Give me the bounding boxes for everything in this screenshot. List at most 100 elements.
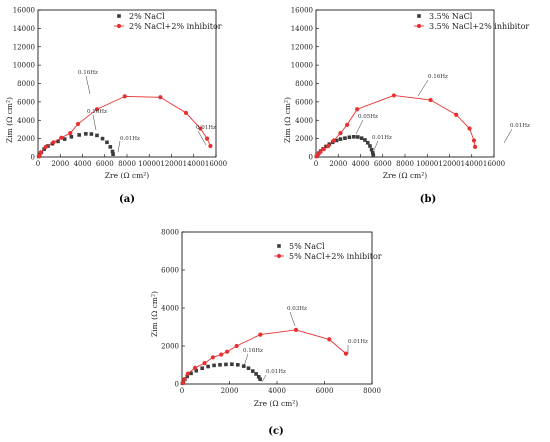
data-point xyxy=(200,366,204,371)
x-tick-label: 12000 xyxy=(438,160,460,168)
series-nacl-inhibitor xyxy=(36,94,213,159)
data-point xyxy=(198,126,203,131)
data-point xyxy=(180,380,185,386)
series-line xyxy=(182,329,347,384)
y-tick-label: 4000 xyxy=(17,117,35,125)
data-point xyxy=(363,138,367,142)
data-point xyxy=(38,150,43,155)
annotation-label: 0.01Hz xyxy=(120,136,140,142)
legend-entry: 3.5% NaCl+2% inhibitor xyxy=(429,22,529,31)
y-tick-label: 12000 xyxy=(291,43,313,51)
series-nacl-inhibitor xyxy=(180,327,348,386)
data-point xyxy=(236,363,240,367)
x-tick-label: 16000 xyxy=(483,160,505,168)
data-point xyxy=(56,139,60,144)
legend-marker xyxy=(277,244,281,248)
data-point xyxy=(327,337,332,342)
series-nacl xyxy=(180,362,262,386)
x-tick-label: 2000 xyxy=(221,387,239,395)
data-point xyxy=(355,107,360,112)
data-point xyxy=(77,133,81,137)
data-point xyxy=(68,131,73,136)
data-point xyxy=(258,332,263,337)
data-point xyxy=(256,374,261,379)
data-point xyxy=(352,134,356,139)
data-point xyxy=(94,107,100,112)
data-point xyxy=(51,140,56,145)
chart-panel-3: 0 2000 4000 6000 8000 0 2000 4000 6000 8000 Zre (Ω… xyxy=(150,229,382,438)
data-point xyxy=(192,365,198,370)
x-tick-label: 0 xyxy=(180,387,184,395)
annotation-label: 0.01Hz xyxy=(196,125,216,131)
legend-entry: 3.5% NaCl xyxy=(429,12,473,21)
data-point xyxy=(206,364,210,369)
annotation-label: 0.01Hz xyxy=(510,123,530,129)
x-tick-label: 2000 xyxy=(51,160,69,168)
data-point xyxy=(472,144,478,149)
data-point xyxy=(334,138,339,143)
data-point xyxy=(111,152,115,157)
x-tick-label: 6000 xyxy=(316,387,334,395)
data-point xyxy=(218,363,222,367)
annotation-leader xyxy=(417,79,429,97)
legend-entry: 2% NaCl+2% inhibitor xyxy=(129,22,222,31)
y-tick-label: 4000 xyxy=(161,305,179,313)
data-point xyxy=(355,135,360,139)
x-tick-label: 6000 xyxy=(374,160,392,168)
data-point xyxy=(194,368,199,373)
data-point xyxy=(369,147,374,152)
data-point xyxy=(189,371,193,376)
x-tick-label: 8000 xyxy=(396,160,414,168)
data-point xyxy=(343,136,347,140)
data-point xyxy=(210,355,215,360)
annotation-label: 0.01Hz xyxy=(372,135,392,141)
data-point xyxy=(293,327,299,332)
data-point xyxy=(122,94,127,99)
y-tick-label: 8000 xyxy=(17,80,35,88)
y-tick-label: 12000 xyxy=(13,43,35,51)
data-point xyxy=(84,132,88,136)
annotation-leader xyxy=(197,130,207,146)
data-point xyxy=(428,97,433,103)
data-point xyxy=(108,145,113,149)
legend-marker xyxy=(417,14,421,18)
y-tick-label: 6000 xyxy=(161,267,179,275)
y-tick-label: 10000 xyxy=(291,62,313,70)
data-point xyxy=(202,361,207,366)
x-tick-label: 2000 xyxy=(329,160,347,168)
data-point xyxy=(471,138,477,143)
y-tick-label: 14000 xyxy=(291,25,313,33)
data-point xyxy=(69,134,74,139)
x-tick-label: 12000 xyxy=(160,160,182,168)
annotation-label: 0.01Hz xyxy=(266,369,286,375)
data-point xyxy=(338,137,343,141)
data-point xyxy=(43,144,48,149)
annotation-leader xyxy=(355,119,364,135)
annotation-leader xyxy=(261,374,267,383)
data-point xyxy=(318,149,323,155)
data-point xyxy=(454,112,459,117)
y-tick-label: 14000 xyxy=(13,25,35,33)
data-point xyxy=(75,121,81,127)
data-point xyxy=(185,371,191,376)
annotation-label: 0.16Hz xyxy=(78,70,98,76)
data-point xyxy=(338,131,343,136)
data-point xyxy=(110,149,115,154)
data-point xyxy=(234,343,239,349)
data-point xyxy=(185,374,190,379)
series-nacl xyxy=(314,134,376,159)
annotation-label: 0.16Hz xyxy=(243,348,263,354)
series-nacl-inhibitor xyxy=(314,93,478,159)
annotation-label: 0.05Hz xyxy=(358,114,378,120)
annotation-leader xyxy=(243,353,249,367)
y-tick-label: 2000 xyxy=(17,135,35,143)
annotation-leader xyxy=(85,75,91,95)
data-point xyxy=(330,140,335,145)
y-tick-label: 8000 xyxy=(161,229,179,237)
data-point xyxy=(158,95,163,100)
data-point xyxy=(183,110,189,115)
annotation-label: 0.16Hz xyxy=(428,74,448,80)
